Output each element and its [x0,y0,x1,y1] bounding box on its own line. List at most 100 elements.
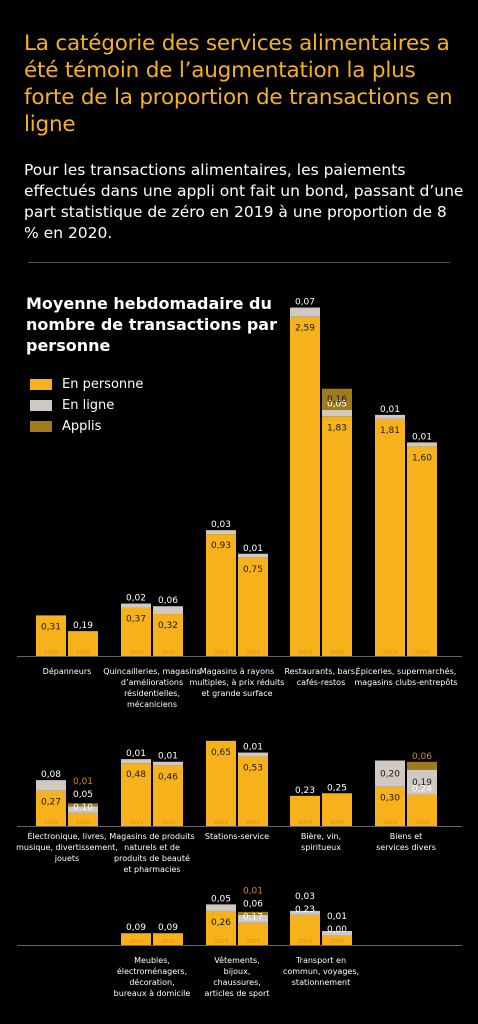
bar-value-in-person: 0,46 [158,773,178,783]
bar-year-label: 2020 [246,650,260,656]
category-label: articles de sport [205,989,270,998]
bar-year-label: 2019 [298,939,312,945]
page-title: La catégorie des services alimentaires a… [24,31,453,137]
legend-label-online: En ligne [62,398,115,413]
bar-value-in-person: 0,00 [327,925,347,935]
bar-year-label: 2019 [214,820,228,826]
bar-in-person [121,763,151,826]
bar-online [375,760,405,787]
bar-value-online: 0,05 [327,400,347,410]
bar-in-person [206,910,236,945]
legend-swatch-online [30,400,52,411]
category-label: multiples, à prix réduits [190,677,285,687]
category-label: décoration, [129,977,174,987]
bar-year-label: 2019 [214,650,228,656]
bar-year-label: 2019 [298,820,312,826]
legend-swatch-in-person [30,379,52,390]
bar-in-person [290,316,320,656]
bar-value-in-person: 0,37 [126,615,146,625]
bar-in-person [407,794,437,826]
bar-value-apps: 0,16 [327,395,347,405]
bar-value-in-person: 0,25 [327,783,347,793]
bar-online [238,752,268,757]
bar-value-online: 0,01 [380,405,400,415]
bar-value-in-person: 0,19 [73,621,93,631]
category-label: magasins clubs-entrepôts [354,677,457,687]
category-label: bijoux, [224,967,251,976]
bar-in-person [68,631,98,656]
legend-swatch-apps [30,421,52,432]
bar-value-in-person: 2,59 [295,324,315,334]
bar-in-person [322,793,352,826]
category-label: services divers [376,843,436,852]
bar-value-online: 0,03 [295,892,315,902]
category-label: chaussures, [213,978,261,987]
legend-item-apps: Applis [30,416,143,437]
bar-value-in-person: 0,09 [158,923,178,933]
bar-in-person [153,614,183,656]
legend-item-online: En ligne [30,395,143,416]
bar-apps [238,911,268,915]
bar-in-person [290,914,320,945]
bar-in-person [121,933,151,945]
bar-value-in-person: 0,53 [243,764,263,774]
bar-value-in-person: 0,30 [380,794,400,804]
bar-year-label: 2020 [161,939,175,945]
bar-online [153,606,183,615]
bar-in-person [322,416,352,656]
bar-online [206,904,236,911]
bar-value-online: 0,07 [295,298,315,308]
category-label: Électronique, livres, [27,830,106,841]
bar-year-label: 2019 [298,650,312,656]
bar-in-person [290,795,320,826]
bar-value-online: 0,03 [211,520,231,530]
category-label: jouets [54,854,79,863]
category-label: stationnement [292,978,350,987]
bar-online [238,914,268,923]
category-label: Épiceries, supermarchés, [356,665,457,676]
category-label: Quincailleries, magasins [103,667,201,676]
bar-year-label: 2020 [330,650,344,656]
category-label: résidentielles, [124,688,180,698]
category-label: cafés-restos [297,677,346,687]
bar-value-online: 0,20 [380,770,400,780]
bar-year-label: 2019 [44,650,58,656]
bar-value-in-person: 0,65 [211,748,231,758]
bar-year-label: 2020 [246,820,260,826]
category-label: Bière, vin, [301,831,341,841]
bar-value-online: 0,05 [211,894,231,904]
category-label: Dépanneurs [43,666,92,676]
category-label: Magasins de produits [109,832,194,841]
bar-value-in-person: 0,32 [158,621,178,631]
bar-online [407,769,437,795]
bar-in-person [238,557,268,656]
bar-year-label: 2020 [330,939,344,945]
bar-year-label: 2020 [415,820,429,826]
bar-in-person [375,418,405,656]
bar-value-online: 0,01 [126,749,146,759]
bar-value-in-person: 0,09 [126,923,146,933]
bar-value-apps: 0,01 [73,777,93,787]
bar-value-in-person: 0,23 [295,786,315,796]
chart-title: Moyenne hebdomadaire du nombre de transa… [26,294,277,355]
bar-year-label: 2020 [76,650,90,656]
bar-online [153,761,183,766]
category-label: commun, voyages, [283,967,359,976]
bar-in-person [375,786,405,826]
category-label: électroménagers, [117,966,187,976]
bar-online [68,806,98,813]
bar-value-in-person: 0,10 [73,803,93,813]
bar-year-label: 2020 [415,650,429,656]
bar-online [121,759,151,764]
category-label: produits de beauté [114,853,190,863]
category-label: Restaurants, bars, [284,667,357,676]
bar-value-online: 0,01 [243,544,263,554]
bar-in-person [206,534,236,656]
bar-apps [68,803,98,807]
legend-label-apps: Applis [62,419,102,434]
bar-value-online: 0,08 [41,770,61,780]
bar-value-in-person: 1,83 [327,423,347,433]
chart-legend: En personne En ligne Applis [30,374,143,437]
bar-value-online: 0,01 [412,432,432,442]
